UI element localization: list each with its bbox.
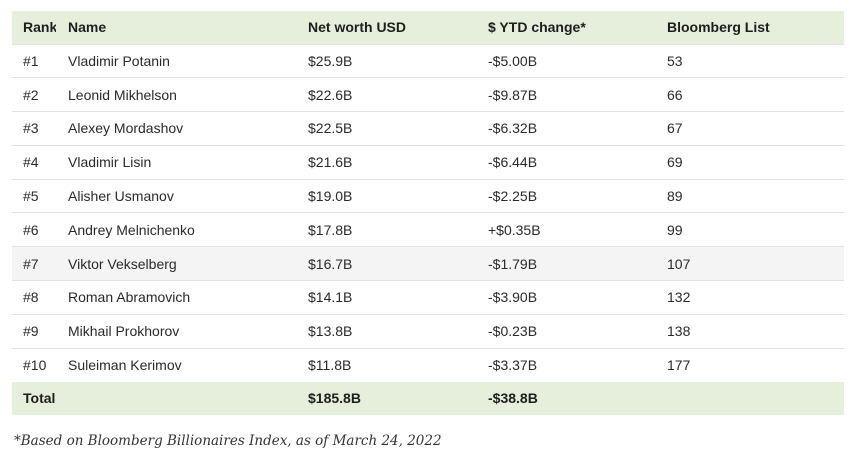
total-ytd-change: -$38.8B bbox=[488, 390, 538, 407]
total-net-worth: $185.8B bbox=[308, 390, 361, 407]
cell-bloomberg-list: 53 bbox=[667, 52, 683, 69]
cell-name: Viktor Vekselberg bbox=[68, 255, 177, 272]
cell-rank: #6 bbox=[23, 221, 39, 238]
cell-rank: #3 bbox=[23, 120, 39, 137]
cell-ytd-change: -$0.23B bbox=[488, 323, 538, 340]
cell-bloomberg-list: 107 bbox=[667, 255, 691, 272]
cell-ytd-change: -$3.90B bbox=[488, 289, 538, 306]
total-label: Total bbox=[23, 390, 56, 407]
cell-net-worth: $11.8B bbox=[308, 357, 352, 374]
cell-rank: #5 bbox=[23, 188, 39, 205]
billionaires-table: Rank Name Net worth USD $ YTD change* Bl… bbox=[12, 11, 844, 415]
footnote: *Based on Bloomberg Billionaires Index, … bbox=[14, 433, 442, 449]
cell-ytd-change: -$2.25B bbox=[488, 188, 538, 205]
cell-bloomberg-list: 89 bbox=[667, 188, 683, 205]
cell-rank: #4 bbox=[23, 154, 39, 171]
cell-ytd-change: -$6.44B bbox=[488, 154, 538, 171]
cell-net-worth: $22.6B bbox=[308, 86, 353, 103]
header-rank: Rank bbox=[23, 19, 56, 36]
cell-rank: #8 bbox=[23, 289, 39, 306]
cell-name: Suleiman Kerimov bbox=[68, 357, 182, 374]
cell-net-worth: $16.7B bbox=[308, 255, 353, 272]
cell-ytd-change: -$5.00B bbox=[488, 52, 538, 69]
table-footer: Total $185.8B -$38.8B bbox=[12, 381, 844, 415]
cell-rank: #1 bbox=[23, 52, 39, 69]
cell-name: Vladimir Lisin bbox=[68, 154, 152, 171]
cell-bloomberg-list: 132 bbox=[667, 289, 691, 306]
cell-rank: #2 bbox=[23, 86, 39, 103]
table-row: #3 Alexey Mordashov $22.5B -$6.32B 67 bbox=[12, 111, 844, 146]
header-row: Rank Name Net worth USD $ YTD change* Bl… bbox=[12, 11, 844, 44]
total-row: Total $185.8B -$38.8B bbox=[12, 381, 844, 415]
total-bloomberg-list bbox=[656, 382, 844, 415]
table-row: #4 Vladimir Lisin $21.6B -$6.44B 69 bbox=[12, 145, 844, 179]
header-ytd-change: $ YTD change* bbox=[488, 19, 586, 36]
cell-ytd-change: -$9.87B bbox=[488, 86, 538, 103]
cell-net-worth: $22.5B bbox=[308, 120, 353, 137]
cell-name: Andrey Melnichenko bbox=[68, 221, 195, 238]
table-row: #6 Andrey Melnichenko $17.8B +$0.35B 99 bbox=[12, 212, 844, 247]
cell-ytd-change: -$1.79B bbox=[488, 255, 538, 272]
cell-name: Alexey Mordashov bbox=[68, 120, 184, 137]
header-name: Name bbox=[68, 19, 107, 36]
cell-name: Leonid Mikhelson bbox=[68, 86, 177, 103]
table-row: #9 Mikhail Prokhorov $13.8B -$0.23B 138 bbox=[12, 314, 844, 348]
cell-net-worth: $25.9B bbox=[308, 52, 353, 69]
cell-bloomberg-list: 99 bbox=[667, 221, 683, 238]
cell-bloomberg-list: 66 bbox=[667, 86, 683, 103]
cell-rank: #10 bbox=[23, 357, 47, 374]
cell-rank: #7 bbox=[23, 255, 39, 272]
billionaires-table-container: Rank Name Net worth USD $ YTD change* Bl… bbox=[12, 11, 844, 415]
cell-name: Roman Abramovich bbox=[68, 289, 191, 306]
header-net-worth: Net worth USD bbox=[308, 19, 406, 36]
table-header: Rank Name Net worth USD $ YTD change* Bl… bbox=[12, 11, 844, 44]
cell-bloomberg-list: 67 bbox=[667, 120, 683, 137]
cell-net-worth: $17.8B bbox=[308, 221, 353, 238]
cell-net-worth: $13.8B bbox=[308, 323, 353, 340]
cell-name: Vladimir Potanin bbox=[68, 52, 170, 69]
cell-ytd-change: -$3.37B bbox=[488, 357, 538, 374]
table-row: #5 Alisher Usmanov $19.0B -$2.25B 89 bbox=[12, 179, 844, 213]
cell-name: Alisher Usmanov bbox=[68, 188, 174, 205]
table-row: #8 Roman Abramovich $14.1B -$3.90B 132 bbox=[12, 280, 844, 315]
cell-ytd-change: -$6.32B bbox=[488, 120, 538, 137]
table-row: #1 Vladimir Potanin $25.9B -$5.00B 53 bbox=[12, 44, 844, 78]
table-body: #1 Vladimir Potanin $25.9B -$5.00B 53 #2… bbox=[12, 44, 844, 382]
total-name-empty bbox=[56, 382, 297, 415]
cell-name: Mikhail Prokhorov bbox=[68, 323, 180, 340]
cell-bloomberg-list: 177 bbox=[667, 357, 691, 374]
cell-ytd-change: +$0.35B bbox=[488, 221, 541, 238]
cell-net-worth: $21.6B bbox=[308, 154, 353, 171]
header-bloomberg-list: Bloomberg List bbox=[667, 19, 770, 36]
table-row-highlighted: #7 Viktor Vekselberg $16.7B -$1.79B 107 bbox=[12, 246, 844, 281]
table-row: #2 Leonid Mikhelson $22.6B -$9.87B 66 bbox=[12, 77, 844, 112]
cell-net-worth: $14.1B bbox=[308, 289, 353, 306]
cell-bloomberg-list: 138 bbox=[667, 323, 691, 340]
cell-net-worth: $19.0B bbox=[308, 188, 353, 205]
cell-bloomberg-list: 69 bbox=[667, 154, 683, 171]
table-row: #10 Suleiman Kerimov $11.8B -$3.37B 177 bbox=[12, 348, 844, 382]
cell-rank: #9 bbox=[23, 323, 39, 340]
